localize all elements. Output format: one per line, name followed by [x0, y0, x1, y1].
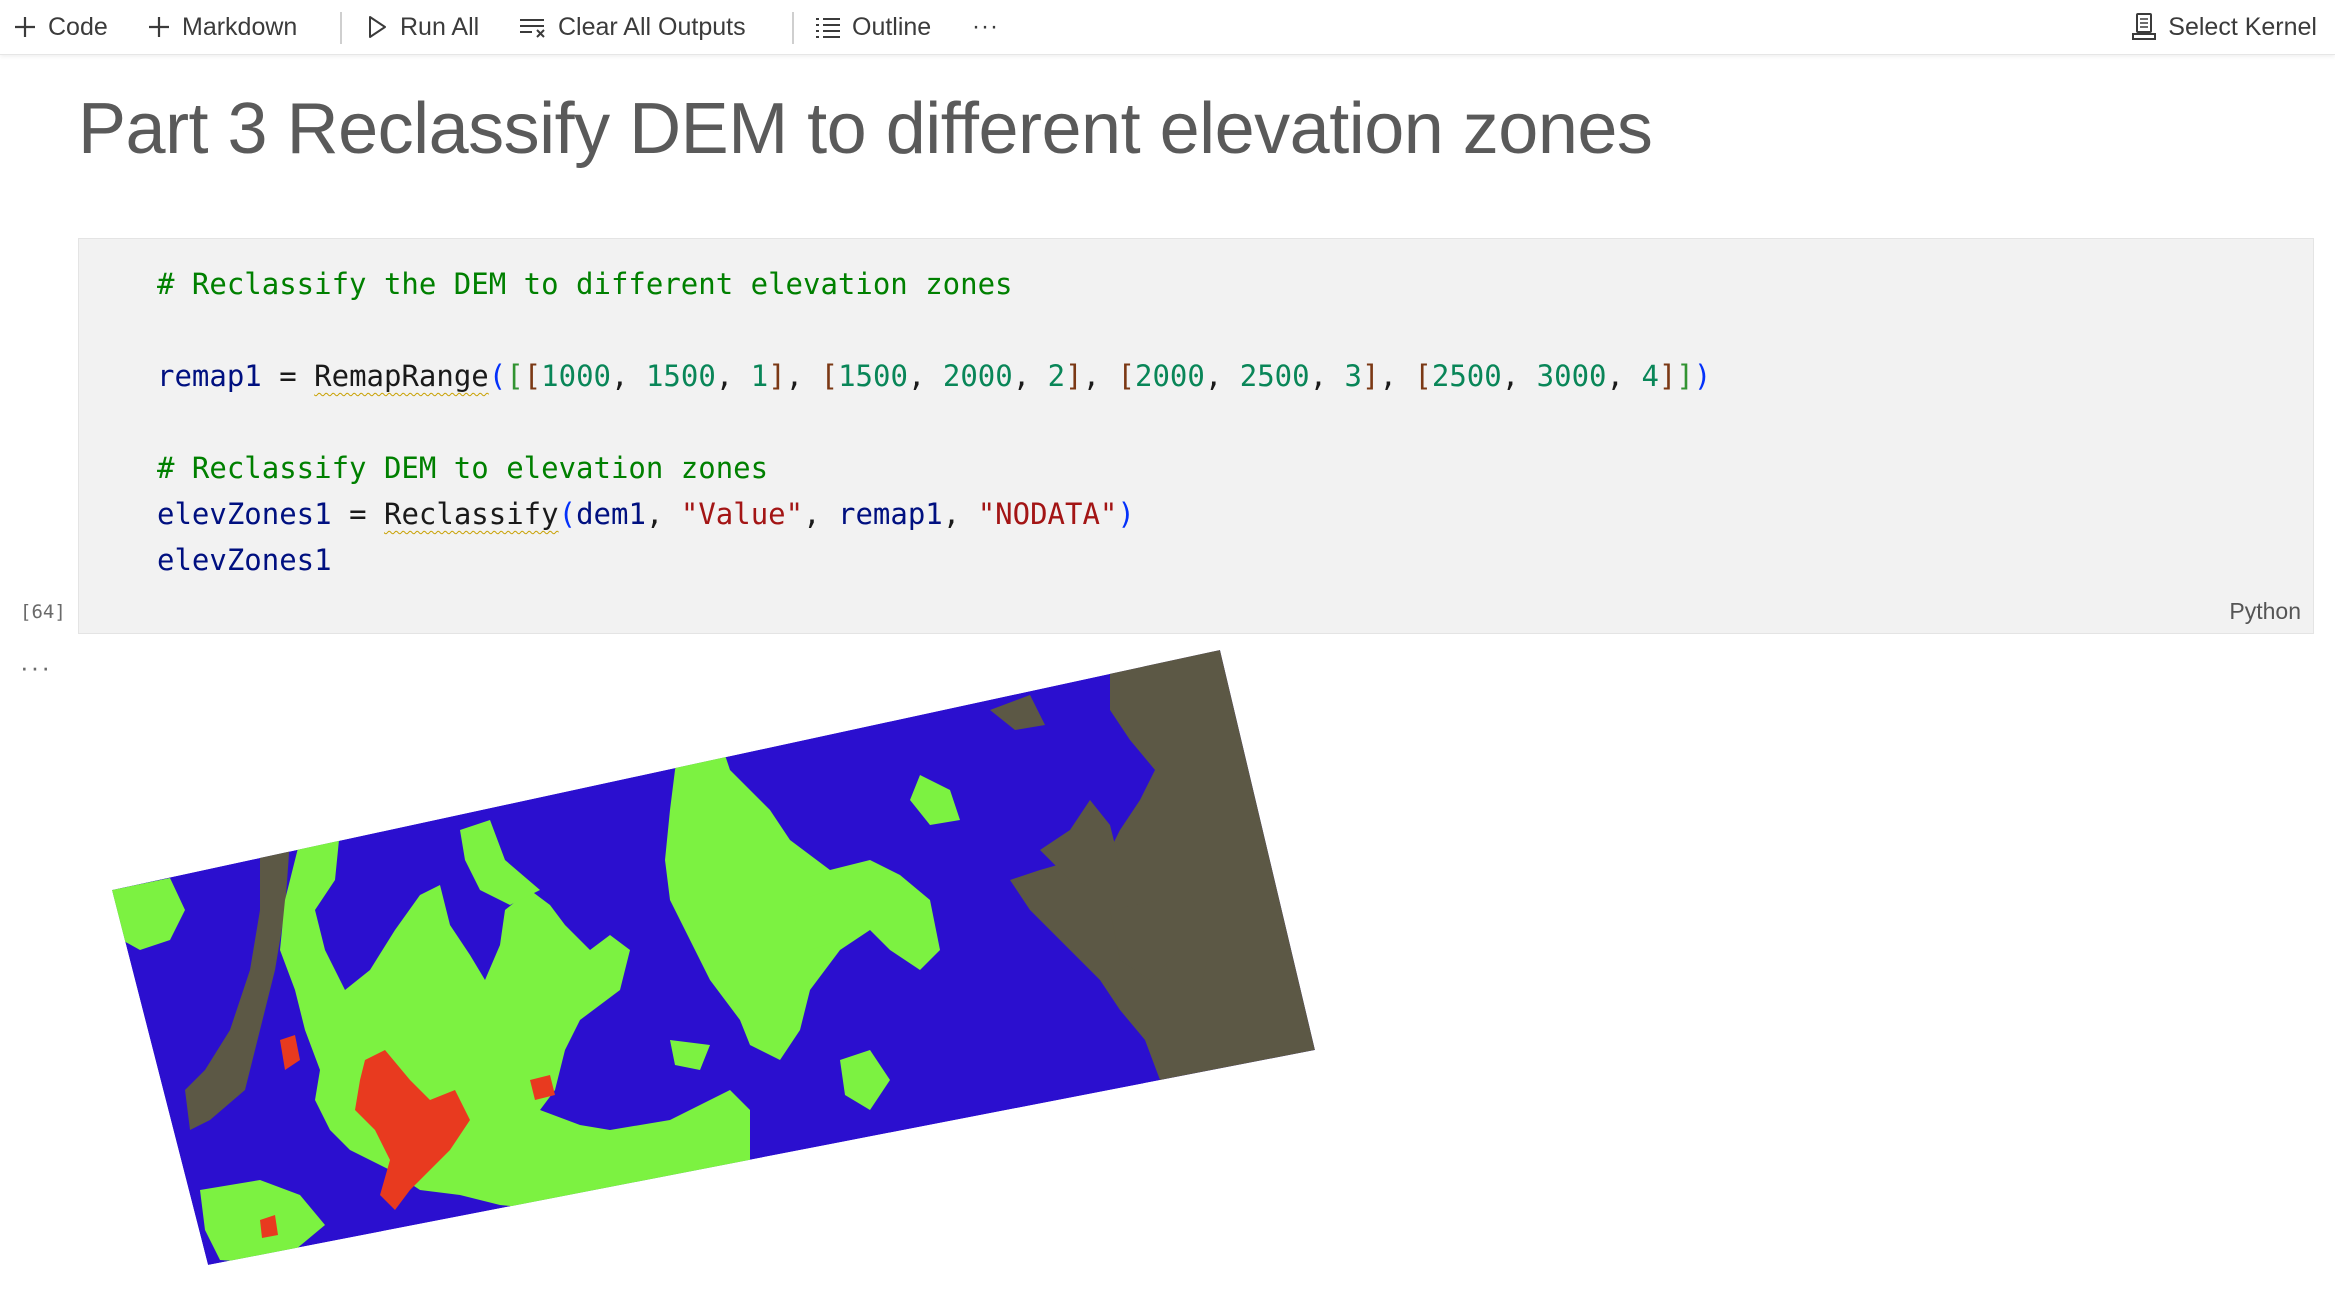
- zone-3-area: [112, 878, 185, 950]
- code-cell[interactable]: # Reclassify the DEM to different elevat…: [78, 238, 2314, 634]
- cell-language-label[interactable]: Python: [2229, 598, 2301, 624]
- clear-all-outputs-button[interactable]: Clear All Outputs: [518, 0, 746, 54]
- zone-1-area: [990, 695, 1045, 730]
- select-kernel-label: Select Kernel: [2168, 12, 2317, 41]
- outline-label: Outline: [852, 12, 932, 41]
- zone-1-area: [1160, 890, 1210, 990]
- code-comment: # Reclassify the DEM to different elevat…: [157, 267, 1013, 301]
- code-editor[interactable]: # Reclassify the DEM to different elevat…: [157, 261, 1711, 583]
- zone-3-area: [910, 775, 960, 825]
- more-actions-button[interactable]: ···: [972, 0, 999, 54]
- code-comment: # Reclassify DEM to elevation zones: [157, 451, 769, 485]
- plus-icon: [15, 17, 35, 37]
- zone-3-area: [840, 1050, 890, 1110]
- toolbar-divider: [340, 12, 342, 44]
- add-markdown-label: Markdown: [182, 12, 298, 41]
- output-menu-icon[interactable]: ···: [20, 652, 52, 682]
- code-line-reclassify: elevZones1 = Reclassify(dem1, "Value", r…: [157, 497, 1135, 531]
- code-line-remap: remap1 = RemapRange([[1000, 1500, 1], [1…: [157, 359, 1712, 393]
- zone-1-area: [1110, 900, 1180, 980]
- zone-3-area: [670, 1040, 710, 1070]
- clear-all-outputs-label: Clear All Outputs: [558, 12, 746, 41]
- code-line-variable: elevZones1: [157, 543, 332, 577]
- more-actions-icon: ···: [972, 13, 999, 40]
- toolbar-divider: [792, 12, 794, 44]
- add-code-label: Code: [48, 12, 108, 41]
- add-code-cell-button[interactable]: Code: [12, 0, 108, 54]
- notebook-toolbar: Code Markdown Run All Clear All Outputs …: [0, 0, 2335, 55]
- run-all-button[interactable]: Run All: [364, 0, 479, 54]
- kernel-icon: [2132, 13, 2157, 40]
- zone-4-area: [260, 1215, 278, 1238]
- zone-1-area: [1010, 650, 1315, 1080]
- zone-4-area: [530, 1075, 555, 1100]
- list-icon: [816, 18, 840, 38]
- clear-outputs-icon: [520, 19, 545, 38]
- outline-button[interactable]: Outline: [814, 0, 931, 54]
- plus-icon: [149, 17, 169, 37]
- zone-4-area: [355, 1050, 470, 1210]
- reclassified-raster-output: [112, 650, 1315, 1265]
- zone-3-area: [795, 890, 855, 950]
- elevation-zones-map: [112, 650, 1315, 1265]
- execution-count: [64]: [20, 601, 66, 623]
- zone-3-area: [1000, 1120, 1040, 1160]
- zone-3-area: [460, 820, 540, 905]
- select-kernel-button[interactable]: Select Kernel: [2130, 0, 2317, 54]
- run-all-label: Run All: [400, 12, 480, 41]
- zone-1-area: [1040, 800, 1120, 890]
- zone-4-area: [280, 1035, 300, 1070]
- zone-1-area: [185, 840, 290, 1130]
- run-icon: [369, 16, 386, 38]
- add-markdown-cell-button[interactable]: Markdown: [146, 0, 297, 54]
- markdown-heading: Part 3 Reclassify DEM to different eleva…: [78, 89, 1653, 169]
